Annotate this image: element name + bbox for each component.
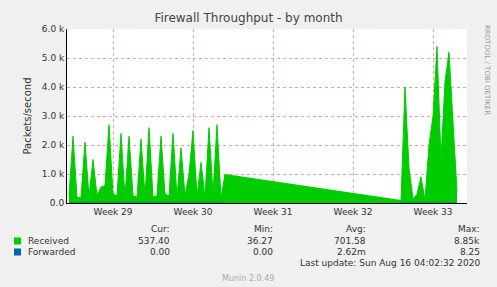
svg-text:3.0 k: 3.0 k (42, 111, 65, 121)
svg-text:0.0: 0.0 (50, 198, 65, 208)
svg-text:0.00: 0.00 (253, 247, 273, 257)
svg-text:Cur:: Cur: (151, 224, 170, 234)
svg-text:Received: Received (28, 236, 69, 246)
svg-text:Firewall Throughput - by month: Firewall Throughput - by month (154, 11, 342, 25)
svg-text:5.0 k: 5.0 k (42, 53, 65, 63)
svg-text:Week 30: Week 30 (174, 207, 213, 217)
svg-text:Last update: Sun Aug 16 04:02:: Last update: Sun Aug 16 04:02:32 2020 (300, 258, 480, 268)
svg-text:0.00: 0.00 (150, 247, 170, 257)
svg-text:6.0 k: 6.0 k (42, 24, 65, 34)
svg-text:RRDTOOL / TOBI OETIKER: RRDTOOL / TOBI OETIKER (483, 25, 491, 115)
svg-text:36.27: 36.27 (247, 236, 273, 246)
svg-text:Forwarded: Forwarded (28, 247, 75, 257)
svg-text:Avg:: Avg: (346, 224, 366, 234)
svg-text:Week 29: Week 29 (94, 207, 133, 217)
svg-text:Packets/second: Packets/second (22, 78, 33, 155)
svg-text:Week 33: Week 33 (414, 207, 453, 217)
svg-text:2.0 k: 2.0 k (42, 140, 65, 150)
svg-text:2.62m: 2.62m (337, 247, 366, 257)
svg-text:1.0 k: 1.0 k (42, 169, 65, 179)
svg-text:4.0 k: 4.0 k (42, 82, 65, 92)
svg-text:Min:: Min: (254, 224, 273, 234)
svg-text:Week 32: Week 32 (334, 207, 373, 217)
svg-text:Week 31: Week 31 (254, 207, 293, 217)
svg-text:8.85k: 8.85k (454, 236, 480, 246)
svg-text:8.25: 8.25 (460, 247, 480, 257)
svg-text:701.58: 701.58 (334, 236, 366, 246)
svg-text:Munin 2.0.49: Munin 2.0.49 (222, 274, 274, 283)
svg-text:537.40: 537.40 (138, 236, 170, 246)
svg-text:Max:: Max: (458, 224, 480, 234)
